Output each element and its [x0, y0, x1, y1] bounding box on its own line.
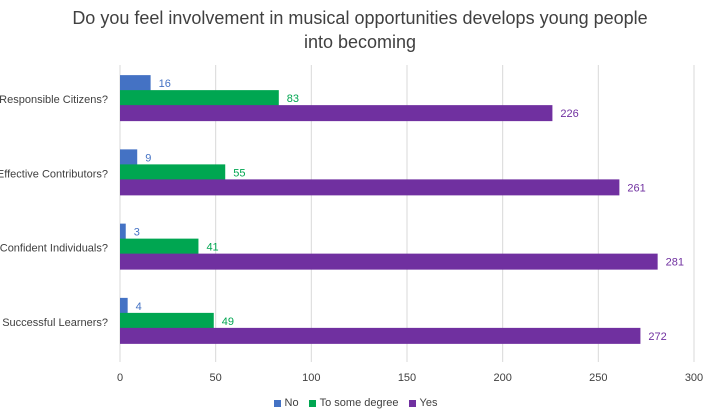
data-label: 41: [206, 242, 218, 254]
legend-label-to-some-degree: To some degree: [319, 397, 399, 409]
data-label: 261: [627, 182, 645, 194]
bar-yes: [120, 327, 641, 344]
legend-swatch-yes: [408, 399, 416, 407]
x-tick-label: 250: [589, 372, 607, 384]
bar-yes: [120, 253, 658, 270]
bar-to-some-degree: [120, 164, 226, 181]
x-tick-label: 300: [685, 372, 703, 384]
legend-label-yes: Yes: [419, 397, 438, 409]
x-tick-label: 100: [302, 372, 320, 384]
data-label: 55: [233, 167, 245, 179]
category-label: Effective Contributors?: [0, 168, 108, 180]
chart-title: Do you feel involvement in musical oppor…: [72, 8, 648, 52]
category-label: Successful Learners?: [2, 317, 108, 329]
legend-swatch-to-some-degree: [308, 399, 316, 407]
data-label: 16: [159, 78, 171, 90]
bar-to-some-degree: [120, 312, 214, 329]
legend: No To some degree Yes: [0, 397, 711, 409]
legend-item-to-some-degree: To some degree: [308, 397, 399, 409]
category-label: Responsible Citizens?: [0, 94, 108, 106]
x-tick-label: 200: [493, 372, 511, 384]
category-label: Confident Individuals?: [0, 243, 108, 255]
data-label: 3: [134, 227, 140, 239]
bar-no: [120, 149, 138, 166]
legend-item-no: No: [273, 397, 299, 409]
bar-to-some-degree: [120, 238, 199, 255]
data-label: 83: [287, 93, 299, 105]
legend-item-yes: Yes: [408, 397, 438, 409]
x-tick-label: 150: [398, 372, 416, 384]
bar-no: [120, 297, 128, 314]
bar-no: [120, 75, 151, 92]
bar-yes: [120, 105, 553, 122]
bar-to-some-degree: [120, 90, 279, 107]
bar-yes: [120, 179, 620, 196]
bars: [120, 75, 658, 344]
bar-no: [120, 223, 126, 240]
x-tick-label: 0: [117, 372, 123, 384]
data-label: 226: [560, 108, 578, 120]
legend-label-no: No: [284, 397, 299, 409]
data-label: 281: [666, 257, 684, 269]
data-label: 49: [222, 316, 234, 328]
labels: 0 50 100 150 200 250 300 Responsible Citizens? 1…: [0, 78, 703, 384]
legend-swatch-no: [273, 399, 281, 407]
x-tick-label: 50: [210, 372, 222, 384]
data-label: 4: [136, 301, 142, 313]
data-label: 9: [145, 152, 151, 164]
data-label: 272: [648, 331, 666, 343]
